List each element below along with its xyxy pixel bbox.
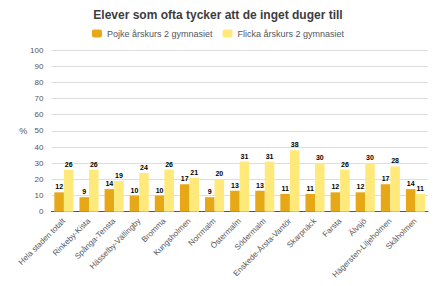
svg-text:Skåholmen: Skåholmen (384, 217, 419, 252)
svg-text:20: 20 (215, 170, 223, 177)
svg-text:17: 17 (181, 175, 189, 182)
svg-text:60: 60 (34, 110, 43, 119)
svg-text:Pojke årskurs 2 gymnasiet: Pojke årskurs 2 gymnasiet (107, 29, 213, 39)
svg-text:Bromma: Bromma (139, 216, 168, 245)
svg-text:Flicka årskurs 2 gymnasiet: Flicka årskurs 2 gymnasiet (238, 29, 345, 39)
svg-text:11: 11 (281, 185, 289, 192)
svg-text:100: 100 (30, 46, 44, 55)
svg-text:Rinkeby-Kista: Rinkeby-Kista (51, 216, 93, 258)
svg-text:0: 0 (39, 207, 44, 216)
svg-text:28: 28 (391, 157, 399, 164)
svg-text:Elever som ofta tycker att de: Elever som ofta tycker att de inget duge… (93, 8, 342, 22)
svg-text:9: 9 (82, 188, 86, 195)
svg-text:Södermalm: Södermalm (232, 216, 268, 252)
svg-text:9: 9 (208, 188, 212, 195)
svg-text:Östermalm: Östermalm (208, 216, 243, 251)
svg-text:21: 21 (190, 169, 198, 176)
svg-text:31: 31 (241, 153, 249, 160)
svg-text:13: 13 (231, 182, 239, 189)
svg-text:14: 14 (407, 180, 415, 187)
svg-text:12: 12 (55, 183, 63, 190)
svg-text:10: 10 (131, 187, 139, 194)
svg-text:26: 26 (165, 161, 173, 168)
svg-text:20: 20 (34, 175, 43, 184)
svg-text:Enskede-Årsta-Vantör: Enskede-Årsta-Vantör (232, 216, 294, 278)
svg-text:26: 26 (65, 161, 73, 168)
svg-text:30: 30 (316, 154, 324, 161)
svg-text:Hela staden totalt: Hela staden totalt (16, 216, 68, 267)
svg-text:26: 26 (90, 161, 98, 168)
svg-text:17: 17 (382, 175, 390, 182)
svg-text:14: 14 (105, 180, 113, 187)
svg-text:Kungsholmen: Kungsholmen (152, 217, 193, 258)
svg-text:10: 10 (34, 191, 43, 200)
svg-text:Spånga-Tensta: Spånga-Tensta (73, 216, 118, 261)
svg-text:Hässelby-Vällingby: Hässelby-Vällingby (88, 217, 142, 271)
svg-text:Hägersten-Liljeholmen: Hägersten-Liljeholmen (331, 217, 394, 280)
svg-text:24: 24 (140, 164, 148, 171)
svg-text:Skarpnäck: Skarpnäck (285, 217, 318, 250)
svg-text:19: 19 (115, 172, 123, 179)
svg-text:70: 70 (34, 94, 43, 103)
svg-text:Farsta: Farsta (321, 216, 344, 239)
svg-text:10: 10 (156, 187, 164, 194)
svg-text:12: 12 (357, 183, 365, 190)
svg-text:Älvsjö: Älvsjö (347, 216, 369, 238)
svg-text:%: % (19, 126, 27, 136)
svg-text:30: 30 (34, 159, 43, 168)
svg-text:80: 80 (34, 78, 43, 87)
svg-text:26: 26 (341, 161, 349, 168)
svg-text:40: 40 (34, 143, 43, 152)
svg-text:31: 31 (266, 153, 274, 160)
svg-text:Norrmalm: Norrmalm (186, 216, 218, 248)
svg-text:50: 50 (34, 126, 43, 135)
svg-text:11: 11 (417, 185, 425, 192)
svg-text:90: 90 (34, 62, 43, 71)
svg-text:13: 13 (256, 182, 264, 189)
svg-text:38: 38 (291, 141, 299, 148)
svg-text:30: 30 (366, 154, 374, 161)
svg-text:12: 12 (331, 183, 339, 190)
svg-text:11: 11 (307, 185, 315, 192)
